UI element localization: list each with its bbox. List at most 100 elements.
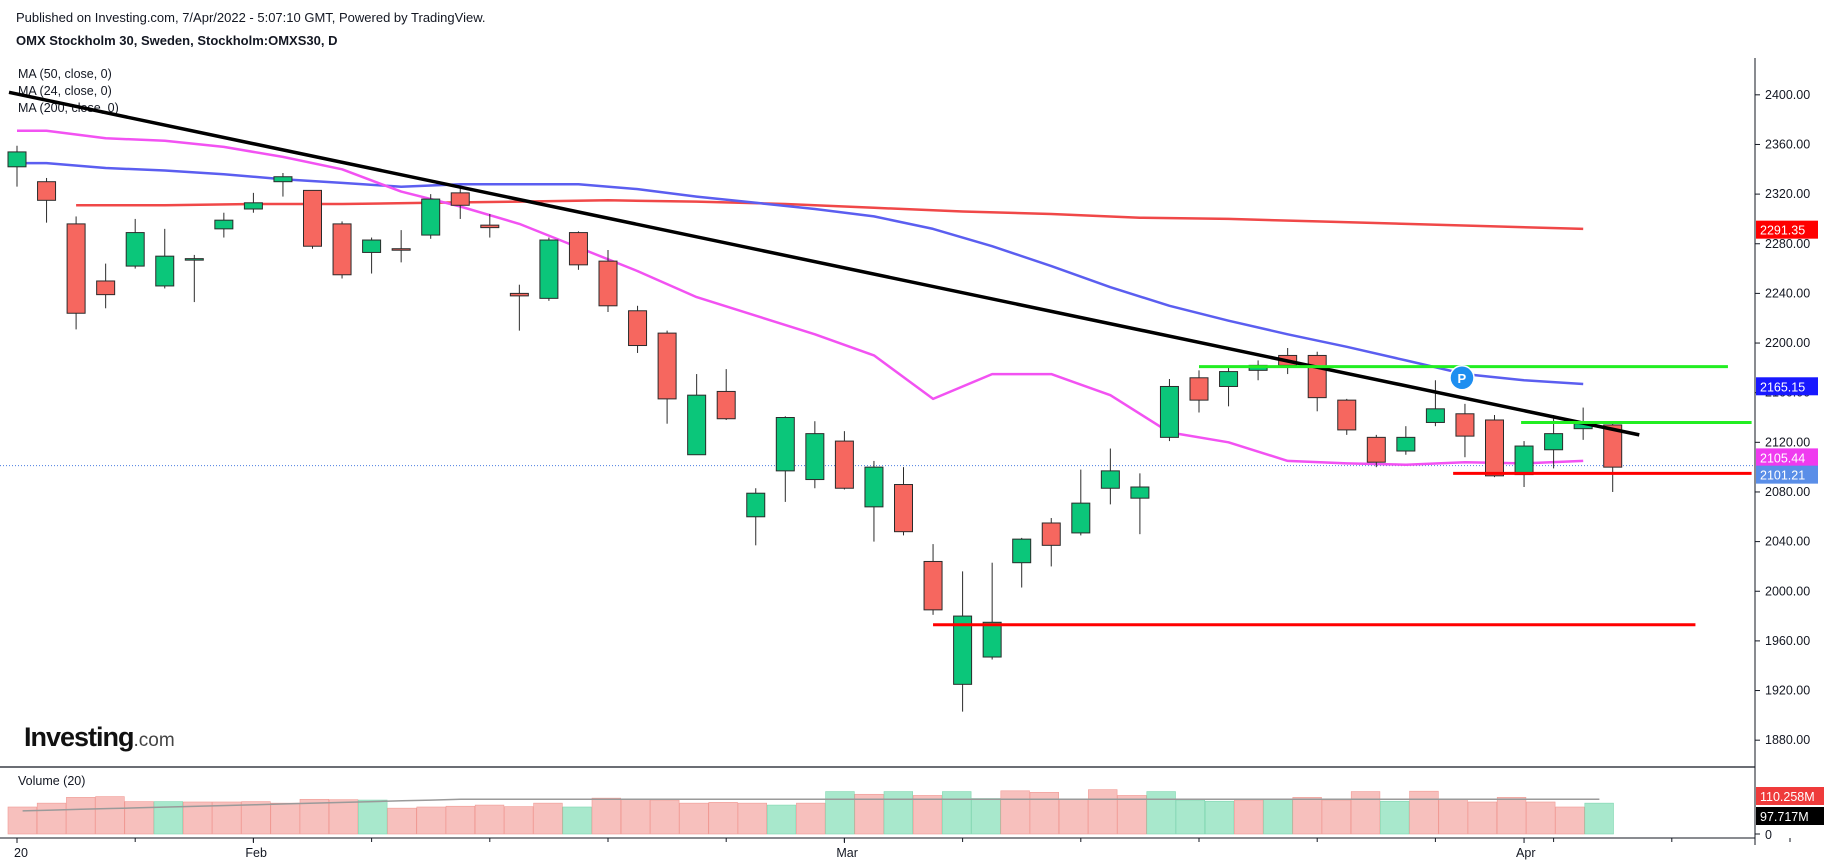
volume-bar bbox=[1292, 797, 1322, 835]
volume-bar bbox=[182, 801, 213, 835]
y-tick-label: 2080.00 bbox=[1765, 485, 1810, 499]
candle-body bbox=[362, 239, 382, 253]
ma24-line bbox=[17, 129, 1584, 466]
candle-body bbox=[303, 189, 322, 247]
candle-body bbox=[332, 223, 352, 276]
y-tick-label: 2320.00 bbox=[1765, 187, 1810, 201]
ma200-line bbox=[76, 199, 1584, 231]
volume-bar bbox=[1584, 802, 1614, 835]
volume-bar bbox=[358, 799, 388, 835]
candle-body bbox=[1041, 522, 1061, 546]
price-label-bg bbox=[1756, 465, 1818, 484]
price-label-bg bbox=[1756, 220, 1818, 239]
ma50-line bbox=[17, 161, 1584, 386]
candle-body bbox=[834, 440, 854, 489]
volume-bar bbox=[1350, 791, 1381, 835]
price-label: 2165.15 bbox=[1760, 380, 1805, 394]
candle-body bbox=[1603, 424, 1623, 468]
y-tick-label: 2240.00 bbox=[1765, 286, 1810, 300]
candle-body bbox=[7, 151, 27, 168]
candle-body bbox=[1012, 538, 1032, 564]
volume-bar bbox=[1000, 790, 1030, 835]
volume-label-bg bbox=[1756, 807, 1824, 825]
candle-body bbox=[746, 492, 766, 518]
volume-bar bbox=[1234, 799, 1264, 835]
volume-bar bbox=[1555, 806, 1585, 835]
volume-bar bbox=[66, 797, 96, 835]
volume-bar bbox=[1058, 798, 1089, 835]
y-tick-label: 2200.00 bbox=[1765, 336, 1810, 350]
price-label: 2101.21 bbox=[1760, 469, 1805, 483]
candle-body bbox=[716, 390, 736, 420]
x-tick-label: Mar bbox=[836, 846, 858, 860]
volume-bar bbox=[796, 802, 826, 835]
candle-body bbox=[657, 332, 677, 400]
logo-suffix: .com bbox=[133, 730, 175, 751]
volume-bar bbox=[766, 804, 797, 835]
volume-bar bbox=[1409, 790, 1439, 835]
x-tick-label: Feb bbox=[245, 846, 267, 860]
volume-label-bg bbox=[1756, 787, 1824, 805]
y-tick-label: 2280.00 bbox=[1765, 237, 1810, 251]
volume-bar bbox=[124, 801, 154, 835]
volume-bar bbox=[1175, 799, 1206, 835]
candle-body bbox=[628, 310, 648, 347]
candle-body bbox=[687, 394, 707, 456]
published-line: Published on Investing.com, 7/Apr/2022 -… bbox=[16, 10, 486, 25]
candle-body bbox=[391, 248, 411, 251]
p-marker bbox=[1449, 365, 1475, 391]
candle-body bbox=[155, 255, 175, 287]
candle-body bbox=[775, 417, 795, 472]
trend-line bbox=[8, 90, 1640, 437]
price-label-bg bbox=[1756, 377, 1818, 396]
price-label: 2291.35 bbox=[1760, 224, 1805, 238]
volume-average-line bbox=[22, 798, 1600, 812]
candle-body bbox=[66, 223, 86, 314]
candle-body bbox=[273, 176, 293, 183]
candle-body bbox=[214, 219, 234, 230]
y-tick-label: 2000.00 bbox=[1765, 584, 1810, 598]
volume-bar bbox=[416, 806, 446, 835]
candle-body bbox=[243, 202, 263, 210]
y-tick-label: 2120.00 bbox=[1765, 435, 1810, 449]
y-tick-label: 2400.00 bbox=[1765, 88, 1810, 102]
candle-body bbox=[450, 192, 470, 206]
candle-body bbox=[1337, 399, 1357, 431]
candle-body bbox=[96, 280, 116, 296]
volume-bar bbox=[299, 798, 330, 835]
volume-bar bbox=[212, 801, 242, 835]
legend-ma50: MA (50, close, 0) bbox=[18, 67, 112, 81]
volume-bar bbox=[328, 799, 359, 835]
x-tick-label: 20 bbox=[14, 846, 28, 860]
candle-body bbox=[1366, 436, 1386, 463]
y-tick-label: 1920.00 bbox=[1765, 684, 1810, 698]
volume-bar bbox=[971, 798, 1001, 835]
investing-logo: Investing.com bbox=[24, 722, 175, 753]
price-label-bg bbox=[1756, 448, 1818, 467]
volume-tick-label: 0 bbox=[1765, 828, 1772, 842]
volume-bar bbox=[1438, 798, 1468, 835]
candle-body bbox=[1514, 445, 1534, 476]
volume-bar bbox=[241, 801, 271, 835]
candle-body bbox=[953, 615, 973, 685]
candle-body bbox=[37, 181, 57, 201]
candle-body bbox=[1455, 413, 1475, 437]
volume-bar bbox=[270, 802, 300, 835]
p-marker-label: P bbox=[1457, 371, 1466, 386]
volume-bar bbox=[942, 791, 972, 835]
candle-body bbox=[184, 258, 204, 261]
candle-body bbox=[1159, 385, 1179, 438]
volume-bar bbox=[825, 791, 855, 835]
candle-body bbox=[539, 239, 559, 299]
volume-bar bbox=[883, 791, 914, 835]
volume-bar bbox=[1526, 801, 1556, 835]
candle-body bbox=[864, 466, 884, 508]
volume-bar bbox=[474, 804, 505, 835]
volume-bar bbox=[1117, 795, 1147, 835]
volume-bar bbox=[650, 799, 680, 835]
x-tick-label: Apr bbox=[1516, 846, 1535, 860]
volume-bar bbox=[912, 795, 943, 835]
volume-value-label: 110.258M bbox=[1760, 790, 1815, 804]
candle-body bbox=[598, 260, 618, 307]
